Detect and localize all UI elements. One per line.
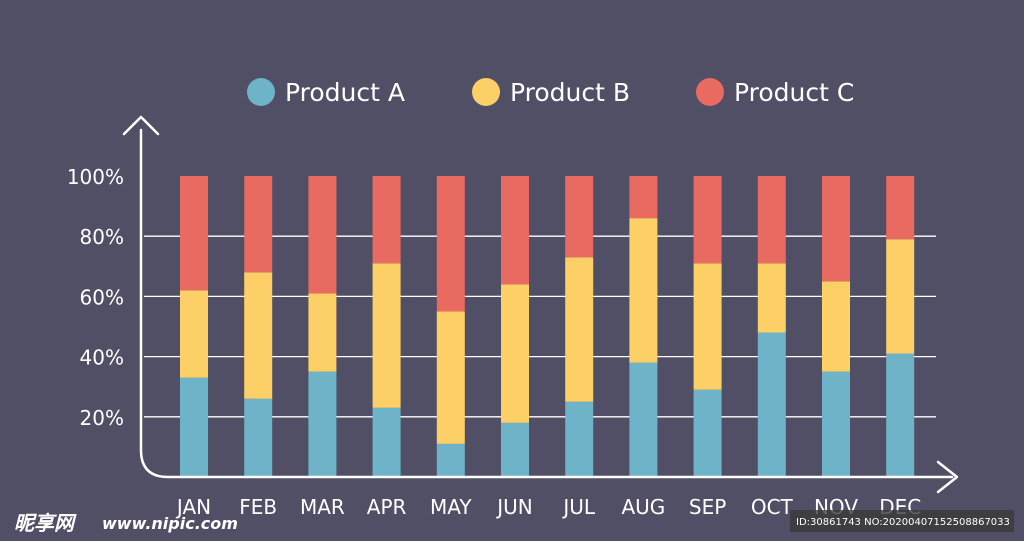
bar-may-series-1 [436,443,465,477]
bar-jan-series-2 [180,290,208,378]
bars [180,176,915,477]
bar-jan-series-1 [180,377,208,477]
bar-sep-series-2 [693,263,722,390]
x-axis-arrowhead [936,460,959,494]
bar-apr-series-1 [372,407,401,477]
x-tick-label: OCT [751,495,794,519]
legend-label: Product A [285,78,405,107]
bar-jun-series-2 [501,284,529,423]
y-tick-label: 60% [80,285,124,309]
y-axis-arrowhead [122,115,160,136]
legend-swatch [247,78,275,106]
bar-dec-series-1 [886,353,915,477]
x-tick-label: JUN [495,495,533,519]
bar-oct-series-2 [757,263,786,333]
bar-dec-series-2 [886,239,915,354]
bar-jan-series-3 [180,176,208,291]
axis-lines [139,128,954,479]
x-tick-label: SEP [689,495,726,519]
bar-apr-series-3 [372,176,401,264]
bar-nov-series-3 [822,176,850,282]
x-tick-label: JUL [561,495,596,519]
x-tick-label: APR [367,495,407,519]
bar-may-series-2 [436,311,465,444]
bar-mar-series-2 [308,293,337,372]
watermark-logo: 昵享网 [14,511,77,535]
y-axis-ticks: 20% 40% 60% 80% 100% [67,165,124,430]
bar-mar-series-3 [308,176,337,294]
bar-mar-series-1 [308,371,337,477]
watermark: 昵享网 www.nipic.com ID:30861743 NO:2020040… [14,510,1014,535]
y-tick-label: 20% [80,406,124,430]
bar-jun-series-3 [501,176,529,285]
bar-jul-series-3 [565,176,594,258]
legend-label: Product B [510,78,630,107]
x-tick-label: MAR [300,495,345,519]
watermark-id-box [790,510,1014,532]
chart-legend: Product A Product B Product C [247,78,854,107]
x-tick-label: MAY [430,495,472,519]
bar-jul-series-2 [565,257,594,402]
bar-nov-series-1 [822,371,850,477]
y-tick-label: 100% [67,165,124,189]
bar-nov-series-2 [822,281,850,372]
y-tick-label: 40% [80,346,124,370]
legend-label: Product C [734,78,854,107]
bar-sep-series-1 [693,389,722,477]
bar-oct-series-1 [757,332,786,477]
bar-may-series-3 [436,176,465,312]
y-tick-label: 80% [80,225,124,249]
legend-swatch [696,78,724,106]
axes [122,115,959,494]
watermark-id: ID:30861743 NO:20200407152508867033 [796,517,1010,528]
bar-feb-series-2 [244,272,273,399]
bar-oct-series-3 [757,176,786,264]
x-tick-label: FEB [239,495,277,519]
bar-feb-series-1 [244,398,273,477]
bar-jun-series-1 [501,422,529,477]
x-tick-label: JAN [175,495,211,519]
bar-sep-series-3 [693,176,722,264]
x-tick-label: AUG [621,495,665,519]
bar-feb-series-3 [244,176,273,273]
bar-aug-series-1 [629,362,658,477]
grid-lines [144,235,936,418]
bar-aug-series-2 [629,218,658,363]
bar-aug-series-3 [629,176,658,219]
bar-jul-series-1 [565,401,594,477]
bar-dec-series-3 [886,176,915,240]
bar-apr-series-2 [372,263,401,408]
legend-swatch [472,78,500,106]
watermark-url: www.nipic.com [102,514,238,533]
